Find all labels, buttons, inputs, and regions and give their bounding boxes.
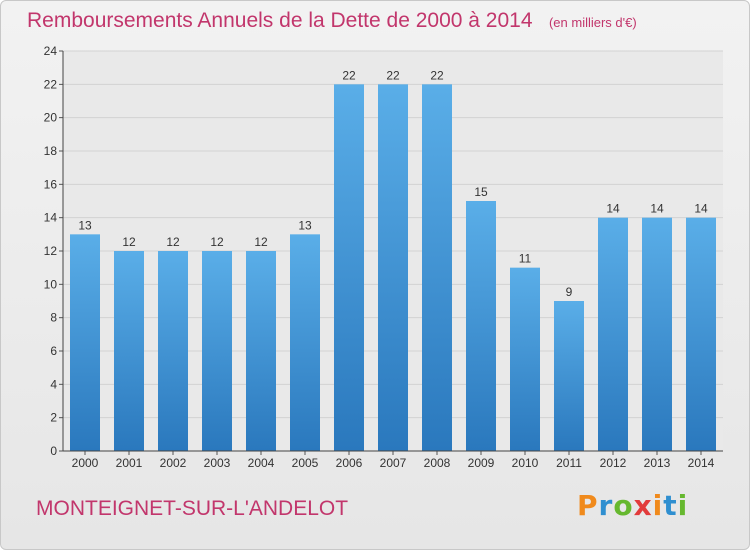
x-tick-label: 2000: [72, 456, 99, 470]
data-label: 14: [606, 202, 620, 216]
x-tick-label: 2001: [116, 456, 143, 470]
x-tick-label: 2004: [248, 456, 275, 470]
data-label: 22: [342, 68, 356, 82]
data-label: 12: [166, 235, 180, 249]
data-label: 9: [566, 285, 573, 299]
data-label: 14: [694, 202, 708, 216]
data-label: 13: [78, 218, 92, 232]
y-tick-label: 20: [44, 111, 58, 125]
y-tick-label: 16: [44, 177, 58, 191]
x-tick-label: 2014: [688, 456, 715, 470]
bar: [598, 217, 628, 451]
commune-name: MONTEIGNET-SUR-L'ANDELOT: [36, 497, 349, 520]
bar: [554, 301, 584, 451]
y-tick-label: 14: [44, 211, 58, 225]
bar: [686, 217, 716, 451]
y-tick-label: 6: [50, 344, 57, 358]
bar: [510, 267, 540, 451]
data-label: 12: [210, 235, 224, 249]
x-tick-label: 2008: [424, 456, 451, 470]
y-tick-label: 12: [44, 244, 58, 258]
y-tick-label: 2: [50, 411, 57, 425]
chart-title: Remboursements Annuels de la Dette de 20…: [27, 9, 533, 32]
data-label: 12: [254, 235, 268, 249]
data-label: 11: [519, 252, 532, 266]
x-tick-label: 2009: [468, 456, 495, 470]
x-tick-label: 2012: [600, 456, 627, 470]
bar: [642, 217, 672, 451]
x-tick-label: 2010: [512, 456, 539, 470]
data-label: 12: [122, 235, 136, 249]
chart-title-row: Remboursements Annuels de la Dette de 20…: [27, 9, 637, 33]
proxiti-logo: Proxiti: [577, 489, 689, 522]
bar: [378, 84, 408, 451]
data-label: 13: [298, 218, 312, 232]
x-tick-label: 2011: [556, 456, 582, 470]
x-tick-label: 2003: [204, 456, 231, 470]
bar: [158, 251, 188, 451]
bar: [466, 201, 496, 451]
data-label: 22: [430, 68, 444, 82]
y-tick-label: 8: [50, 311, 57, 325]
y-tick-label: 10: [44, 277, 58, 291]
data-label: 15: [474, 185, 488, 199]
bar: [114, 251, 144, 451]
bar: [202, 251, 232, 451]
bar: [70, 234, 100, 451]
bar: [334, 84, 364, 451]
bar: [290, 234, 320, 451]
x-tick-label: 2002: [160, 456, 187, 470]
x-tick-label: 2006: [336, 456, 363, 470]
x-tick-label: 2007: [380, 456, 407, 470]
bar: [246, 251, 276, 451]
data-label: 14: [650, 202, 664, 216]
chart-unit: (en milliers d'€): [548, 15, 637, 30]
bar: [422, 84, 452, 451]
y-tick-label: 22: [44, 77, 58, 91]
x-tick-label: 2005: [292, 456, 319, 470]
data-label: 22: [386, 68, 400, 82]
y-tick-label: 24: [44, 44, 58, 58]
y-tick-label: 4: [50, 377, 57, 391]
x-tick-label: 2013: [644, 456, 671, 470]
y-tick-label: 18: [44, 144, 58, 158]
y-tick-label: 0: [50, 444, 57, 458]
